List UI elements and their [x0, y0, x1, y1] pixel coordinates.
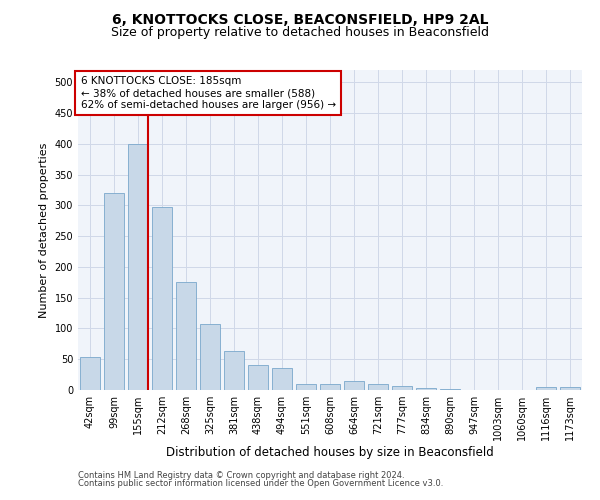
- Text: 6, KNOTTOCKS CLOSE, BEACONSFIELD, HP9 2AL: 6, KNOTTOCKS CLOSE, BEACONSFIELD, HP9 2A…: [112, 12, 488, 26]
- Bar: [248, 366, 268, 390]
- Bar: [560, 387, 580, 390]
- Text: Contains HM Land Registry data © Crown copyright and database right 2024.: Contains HM Land Registry data © Crown c…: [78, 470, 404, 480]
- Bar: [536, 387, 556, 390]
- Bar: [272, 368, 292, 390]
- X-axis label: Distribution of detached houses by size in Beaconsfield: Distribution of detached houses by size …: [166, 446, 494, 459]
- Bar: [368, 384, 388, 390]
- Bar: [128, 144, 148, 390]
- Bar: [344, 381, 364, 390]
- Bar: [296, 384, 316, 390]
- Bar: [104, 193, 124, 390]
- Bar: [416, 388, 436, 390]
- Bar: [392, 386, 412, 390]
- Bar: [320, 384, 340, 390]
- Bar: [152, 207, 172, 390]
- Text: Size of property relative to detached houses in Beaconsfield: Size of property relative to detached ho…: [111, 26, 489, 39]
- Bar: [200, 324, 220, 390]
- Bar: [80, 358, 100, 390]
- Text: Contains public sector information licensed under the Open Government Licence v3: Contains public sector information licen…: [78, 479, 443, 488]
- Text: 6 KNOTTOCKS CLOSE: 185sqm
← 38% of detached houses are smaller (588)
62% of semi: 6 KNOTTOCKS CLOSE: 185sqm ← 38% of detac…: [80, 76, 335, 110]
- Bar: [176, 282, 196, 390]
- Bar: [224, 351, 244, 390]
- Y-axis label: Number of detached properties: Number of detached properties: [39, 142, 49, 318]
